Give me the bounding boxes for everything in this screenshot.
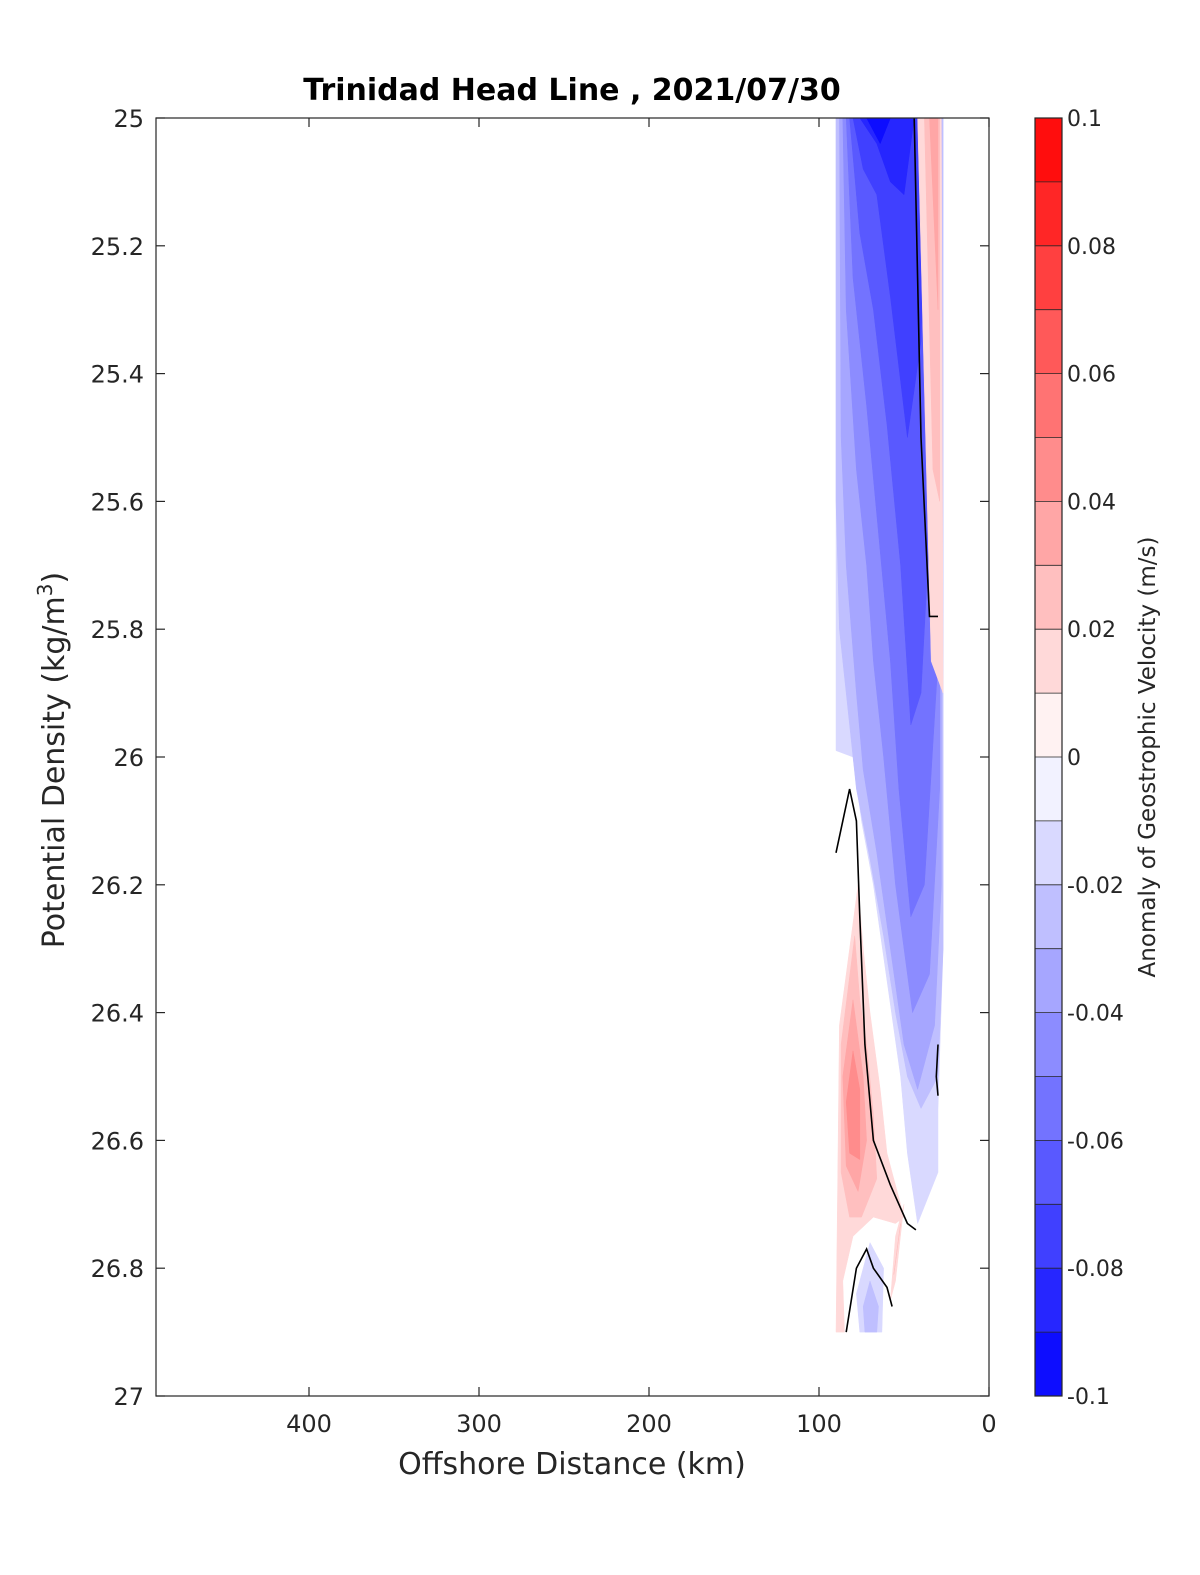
y-axis-label: Potential Density (kg/m3): [33, 572, 72, 948]
colorbar-segment: [1035, 693, 1062, 758]
colorbar-segment: [1035, 1012, 1062, 1077]
colorbar-tick-label: -0.1: [1067, 1385, 1110, 1410]
colorbar-tick-label: -0.02: [1067, 874, 1124, 899]
y-tick-label: 25.6: [91, 488, 144, 516]
zero-contour-2: [845, 1247, 893, 1333]
zero-contour-1: [835, 788, 917, 1231]
velocity-region-7: [859, 118, 915, 196]
colorbar-segment: [1035, 501, 1062, 566]
colorbar-segment: [1035, 245, 1062, 311]
colorbar-segment: [1035, 884, 1062, 950]
x-tick-label: 400: [286, 1410, 332, 1438]
x-axis: 400 300 200 100 0: [286, 118, 997, 1438]
colorbar-segment: [1035, 1268, 1062, 1333]
y-axis-label-main: Potential Density (kg/m: [37, 596, 72, 948]
colorbar-segment: [1035, 757, 1062, 822]
x-tick-label: 100: [796, 1410, 842, 1438]
colorbar-segment: [1035, 373, 1062, 438]
colorbar-segment: [1035, 820, 1062, 886]
colorbar-tick-label: 0.02: [1067, 618, 1116, 643]
zero-contour-3: [935, 1044, 939, 1096]
colorbar-tick-label: -0.06: [1067, 1129, 1124, 1154]
y-tick-label: 26.2: [91, 872, 144, 900]
velocity-fill-layer: [835, 118, 944, 1333]
velocity-region-19: [862, 1280, 879, 1333]
y-axis-label-superscript: 3: [33, 583, 57, 596]
velocity-region-17: [893, 1223, 901, 1275]
y-tick-label: 25.8: [91, 616, 144, 644]
y-tick-label: 27: [113, 1383, 144, 1411]
y-axis-label-close: ): [37, 572, 72, 584]
colorbar-segment: [1035, 1076, 1062, 1141]
colorbar-tick-label: -0.08: [1067, 1257, 1124, 1282]
colorbar-label: Anomaly of Geostrophic Velocity (m/s): [1135, 537, 1161, 978]
x-axis-label: Offshore Distance (km): [398, 1447, 746, 1482]
colorbar-segment: [1035, 309, 1062, 374]
colorbar-segment: [1035, 437, 1062, 502]
y-tick-label: 26.8: [91, 1255, 144, 1283]
colorbar-tick-label: 0.08: [1067, 235, 1116, 260]
y-axis: 25 25.2 25.4 25.6 25.8 26 26.2 26.4 26.6 26.8 27: [91, 105, 989, 1411]
x-tick-label: 0: [981, 1410, 996, 1438]
colorbar-tick-label: -0.04: [1067, 1002, 1124, 1027]
colorbar-segment: [1035, 629, 1062, 694]
x-tick-label: 300: [456, 1410, 502, 1438]
y-tick-label: 26: [113, 744, 144, 772]
colorbar-segment: [1035, 948, 1062, 1013]
y-tick-label: 25.4: [91, 361, 144, 389]
x-tick-label: 200: [626, 1410, 672, 1438]
chart-title: Trinidad Head Line , 2021/07/30: [303, 73, 840, 108]
velocity-region-8: [866, 118, 891, 145]
colorbar-tick-label: 0.06: [1067, 363, 1116, 388]
velocity-region-11: [929, 118, 939, 310]
y-tick-label: 26.6: [91, 1127, 144, 1155]
colorbar-frame: [1034, 117, 1063, 1397]
y-tick-label: 26.4: [91, 1000, 144, 1028]
y-tick-label: 25: [113, 105, 144, 133]
colorbar-tick-label: 0.1: [1067, 107, 1102, 132]
colorbar-segment: [1035, 181, 1062, 247]
zero-contour-0: [913, 118, 938, 618]
colorbar-tick-label: 0: [1067, 746, 1081, 771]
colorbar-segment: [1035, 1140, 1062, 1205]
colorbar-segment: [1035, 1204, 1062, 1269]
colorbar-tick-label: 0.04: [1067, 490, 1116, 515]
colorbar-segment: [1035, 565, 1062, 630]
colorbar: 0.1 0.08 0.06 0.04 0.02 0 -0.02 -0.04 -0.06 -0.08…: [1034, 107, 1124, 1410]
colorbar-segment: [1035, 118, 1062, 183]
y-tick-label: 25.2: [91, 233, 144, 261]
zero-contour-layer: [835, 118, 939, 1333]
velocity-region-15: [845, 1050, 861, 1161]
colorbar-segment: [1035, 1332, 1062, 1397]
